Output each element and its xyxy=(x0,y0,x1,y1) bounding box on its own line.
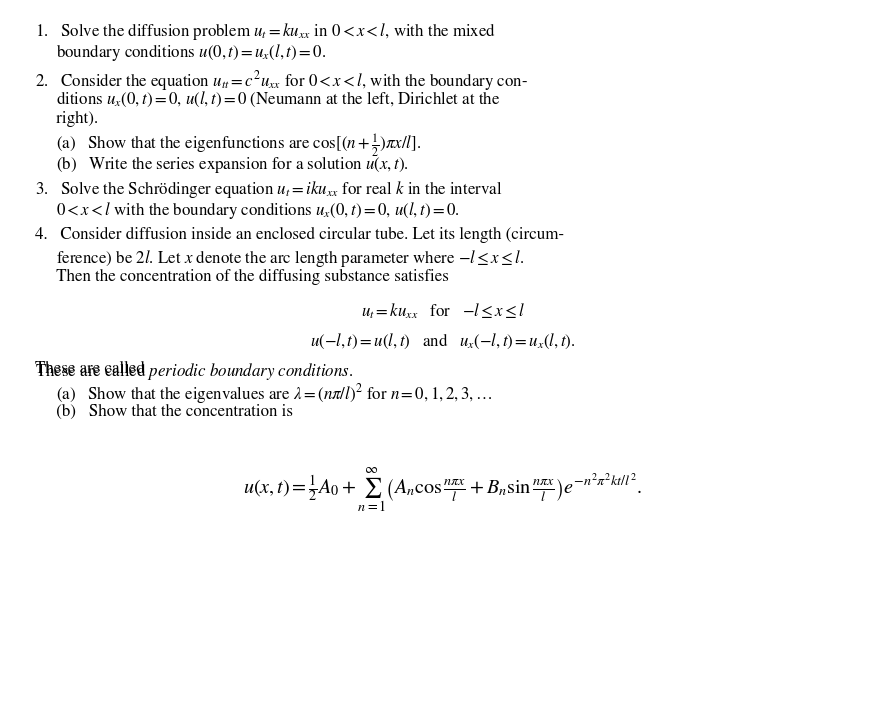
Text: These are called $\it{periodic\ boundary\ conditions.}$: These are called $\it{periodic\ boundary… xyxy=(35,361,354,383)
Text: ditions $u_x(0, t) = 0$, $u(l, t) = 0$ (Neumann at the left, Dirichlet at the: ditions $u_x(0, t) = 0$, $u(l, t) = 0$ (… xyxy=(35,90,501,109)
Text: (a)   Show that the eigenfunctions are $\cos[(n + \frac{1}{2})\pi x/l]$.: (a) Show that the eigenfunctions are $\c… xyxy=(35,132,421,159)
Text: (b)   Show that the concentration is: (b) Show that the concentration is xyxy=(35,404,293,419)
Text: 2.   Consider the equation $u_{tt} = c^2u_{xx}$ for $0 < x < l$, with the bounda: 2. Consider the equation $u_{tt} = c^2u_… xyxy=(35,69,528,92)
Text: $u(x, t) = \frac{1}{2}A_0 + \sum_{n=1}^{\infty}\left(A_n \cos\frac{n\pi x}{l} + : $u(x, t) = \frac{1}{2}A_0 + \sum_{n=1}^{… xyxy=(244,465,642,514)
Text: (b)   Write the series expansion for a solution $u(x, t)$.: (b) Write the series expansion for a sol… xyxy=(35,154,408,175)
Text: (a)   Show that the eigenvalues are $\lambda = (n\pi/l)^2$ for $n = 0, 1, 2, 3, : (a) Show that the eigenvalues are $\lamb… xyxy=(35,383,493,407)
Text: boundary conditions $u(0, t) = u_x(l, t) = 0$.: boundary conditions $u(0, t) = u_x(l, t)… xyxy=(35,43,326,63)
Text: right).: right). xyxy=(35,111,98,127)
Text: $u_t = ku_{xx}$   for   $-l \leq x \leq l$: $u_t = ku_{xx}$ for $-l \leq x \leq l$ xyxy=(361,301,525,321)
Text: Then the concentration of the diffusing substance satisfies: Then the concentration of the diffusing … xyxy=(35,269,449,285)
Text: 4.   Consider diffusion inside an enclosed circular tube. Let its length (circum: 4. Consider diffusion inside an enclosed… xyxy=(35,227,564,242)
Text: 3.   Solve the Schrödinger equation $u_t = iku_{xx}$ for real $k$ in the interva: 3. Solve the Schrödinger equation $u_t =… xyxy=(35,179,502,201)
Text: ference) be $2l$. Let $x$ denote the arc length parameter where $-l \leq x \leq : ference) be $2l$. Let $x$ denote the arc… xyxy=(35,248,525,269)
Text: These are called: These are called xyxy=(35,361,149,377)
Text: $u(-l, t) = u(l, t)$   and   $u_x(-l, t) = u_x(l, t).$: $u(-l, t) = u(l, t)$ and $u_x(-l, t) = u… xyxy=(310,332,576,351)
Text: 1.   Solve the diffusion problem $u_t = ku_{xx}$ in $0 < x < l$, with the mixed: 1. Solve the diffusion problem $u_t = ku… xyxy=(35,21,496,42)
Text: $0 < x < l$ with the boundary conditions $u_x(0, t) = 0$, $u(l, t) = 0$.: $0 < x < l$ with the boundary conditions… xyxy=(35,201,460,221)
